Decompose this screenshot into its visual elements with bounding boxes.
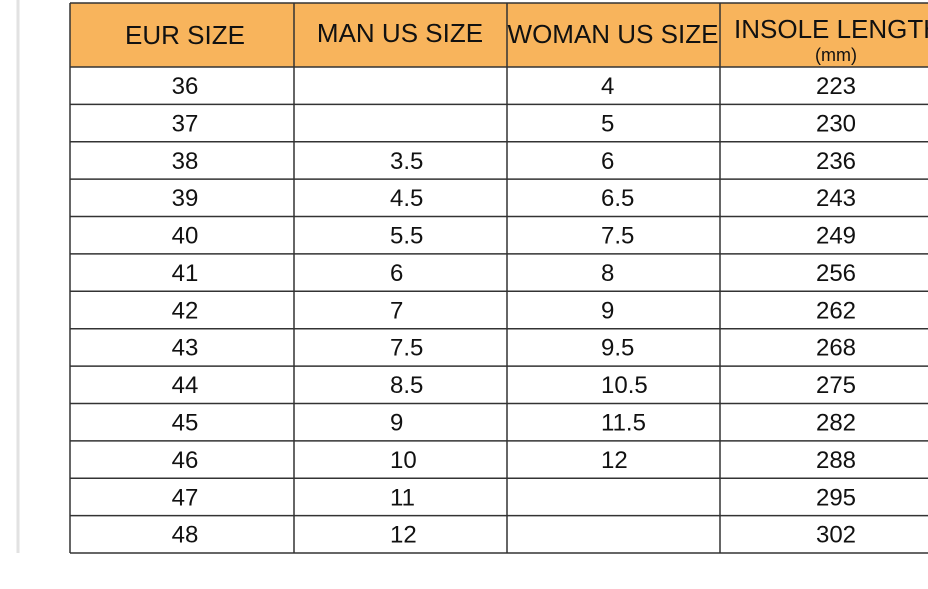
table-cell: 7.5 [390, 335, 423, 362]
table-cell: 41 [172, 260, 199, 287]
table-cell: 11 [390, 484, 415, 511]
table-cell: 38 [172, 148, 199, 175]
table-cell: 6 [601, 148, 614, 175]
table-cell: 8 [601, 260, 614, 287]
table-cell: 256 [816, 260, 856, 287]
table-cell: 46 [172, 447, 199, 474]
column-header: INSOLE LENGTH [734, 14, 928, 44]
table-cell: 5 [601, 110, 614, 137]
table-cell: 39 [172, 185, 199, 212]
table-cell: 10.5 [601, 372, 648, 399]
table-cell: 6 [390, 260, 403, 287]
table-cell: 275 [816, 372, 856, 399]
table-cell: 9 [601, 297, 614, 324]
table-cell: 45 [172, 409, 199, 436]
table-cell: 4.5 [390, 185, 423, 212]
table-cell: 230 [816, 110, 856, 137]
table-cell: 8.5 [390, 372, 423, 399]
table-cell: 262 [816, 297, 856, 324]
table-cell: 282 [816, 409, 856, 436]
table-cell: 4 [601, 73, 614, 100]
table-cell: 48 [172, 522, 199, 549]
table-cell: 236 [816, 148, 856, 175]
table-cell: 288 [816, 447, 856, 474]
table-cell: 6.5 [601, 185, 634, 212]
table-cell: 302 [816, 522, 856, 549]
table-cell: 36 [172, 73, 199, 100]
table-cell: 268 [816, 335, 856, 362]
table-cell: 243 [816, 185, 856, 212]
table-cell: 3.5 [390, 148, 423, 175]
table-cell: 37 [172, 110, 199, 137]
table-cell: 47 [172, 484, 199, 511]
table-cell: 43 [172, 335, 199, 362]
table-cell: 9.5 [601, 335, 634, 362]
table-cell: 44 [172, 372, 199, 399]
table-cell: 10 [390, 447, 417, 474]
table-cell: 12 [390, 522, 417, 549]
header-background [70, 3, 928, 67]
table-cells: EUR SIZE MAN US SIZE WOMAN US SIZE INSOLE L… [125, 14, 928, 549]
table-cell: 40 [172, 223, 199, 250]
table-grid [69, 2, 928, 554]
table-cell: 223 [816, 73, 856, 100]
table-cell: 5.5 [390, 223, 423, 250]
table-cell: 12 [601, 447, 628, 474]
table-cell: 7.5 [601, 223, 634, 250]
column-header: WOMAN US SIZE [508, 19, 719, 49]
table-cell: 11.5 [601, 409, 646, 436]
column-header: MAN US SIZE [317, 18, 483, 48]
table-cell: 9 [390, 409, 403, 436]
table-cell: 295 [816, 484, 856, 511]
table-cell: 42 [172, 297, 199, 324]
table-cell: 7 [390, 297, 403, 324]
column-header: EUR SIZE [125, 20, 245, 50]
table-cell: 249 [816, 223, 856, 250]
unit-label: (mm) [815, 45, 857, 65]
